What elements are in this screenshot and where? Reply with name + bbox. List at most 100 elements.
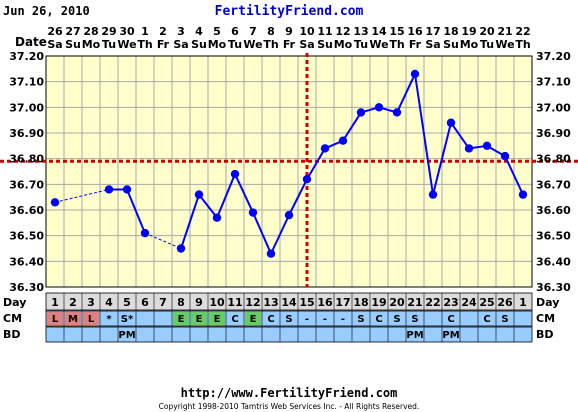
- y-tick-label-right: 36.90: [536, 127, 571, 140]
- weekday-label: Tu: [102, 38, 116, 51]
- weekday-label: Fr: [283, 38, 296, 51]
- cm-row-background: [45, 310, 533, 327]
- day-cell-value: 24: [461, 296, 477, 309]
- weekday-label: We: [243, 38, 262, 51]
- temperature-line: [198, 193, 218, 219]
- temperature-point: [428, 190, 438, 199]
- weekday-label: Su: [317, 38, 333, 51]
- temperature-point: [302, 175, 312, 184]
- temperature-line-gap: [54, 188, 110, 203]
- temperature-line: [216, 173, 236, 219]
- temperature-line: [270, 214, 290, 255]
- date-row-label-left: Date: [15, 35, 47, 49]
- date-label: 1: [141, 25, 149, 38]
- cm-cell-highlight: [65, 312, 81, 325]
- date-label: 16: [407, 25, 423, 38]
- y-tick-label-right: 36.40: [536, 255, 571, 268]
- date-label: 11: [317, 25, 332, 38]
- date-label: 17: [425, 25, 440, 38]
- temperature-line: [432, 122, 452, 195]
- weekday-label: Mo: [208, 38, 227, 51]
- y-tick-label-left: 36.70: [9, 178, 44, 191]
- date-label: 26: [47, 25, 63, 38]
- cm-cell-highlight: [173, 312, 189, 325]
- day-cell-value: 17: [335, 296, 350, 309]
- date-label: 28: [83, 25, 98, 38]
- date-label: 5: [213, 25, 221, 38]
- day-cell-value: 7: [159, 296, 167, 309]
- temperature-point: [338, 136, 348, 145]
- day-cell-value: 26: [497, 296, 513, 309]
- y-tick-label-right: 37.00: [536, 101, 571, 114]
- y-tick-label-right: 37.20: [536, 50, 571, 63]
- cm-cell-highlight: [209, 312, 225, 325]
- y-tick-label-left: 36.60: [9, 204, 44, 217]
- temperature-point: [50, 198, 60, 207]
- date-label: 10: [299, 25, 315, 38]
- weekday-label: Su: [443, 38, 459, 51]
- y-tick-label-left: 37.10: [9, 76, 44, 89]
- weekday-label: Mo: [460, 38, 479, 51]
- bd-cell-value: PM: [118, 330, 135, 341]
- temperature-point: [410, 69, 420, 79]
- day-cell-value: 4: [105, 296, 113, 309]
- y-tick-label-right: 36.80: [536, 153, 571, 166]
- temperature-point: [464, 144, 474, 153]
- day-cell-value: 20: [389, 296, 405, 309]
- temperature-line: [180, 194, 200, 249]
- day-cell-value: 23: [443, 296, 458, 309]
- chart-date: Jun 26, 2010: [3, 4, 90, 18]
- weekday-label: Tu: [480, 38, 494, 51]
- weekday-label: Tu: [228, 38, 242, 51]
- weekday-label: Th: [263, 38, 278, 51]
- day-cell-value: 10: [209, 296, 225, 309]
- day-cell-value: 9: [195, 296, 203, 309]
- temperature-point: [320, 144, 330, 153]
- date-label: 8: [267, 25, 275, 38]
- date-header: 26Sa27Su28Mo29Tu30We1Th2Fr3Sa4Su5Mo6Tu7W…: [47, 25, 530, 51]
- date-label: 12: [335, 25, 350, 38]
- temperature-line: [414, 73, 434, 195]
- cm-cell-value: -: [305, 314, 309, 325]
- temperature-point: [284, 210, 294, 220]
- footer-url: http://www.FertilityFriend.com: [181, 386, 398, 400]
- weekday-label: Th: [515, 38, 530, 51]
- cm-cell-highlight: [191, 312, 207, 325]
- site-title: FertilityFriend.com: [215, 4, 364, 19]
- date-label: 3: [177, 25, 185, 38]
- day-cell-value: 13: [263, 296, 278, 309]
- y-tick-label-right: 37.10: [536, 76, 571, 89]
- date-label: 29: [101, 25, 116, 38]
- temperature-point: [212, 213, 222, 222]
- date-label: 4: [195, 25, 203, 38]
- temperature-line: [306, 147, 326, 180]
- day-cell-value: 19: [371, 296, 386, 309]
- cm-cell-value: C: [267, 314, 274, 325]
- footer-copyright: Copyright 1998-2010 Tamtris Web Services…: [159, 402, 420, 411]
- weekday-label: Sa: [173, 38, 188, 51]
- date-label: 15: [389, 25, 404, 38]
- temperature-line: [396, 73, 416, 113]
- weekday-label: We: [117, 38, 136, 51]
- y-tick-label-right: 36.30: [536, 281, 571, 294]
- date-label: 30: [119, 25, 135, 38]
- day-cell-value: 11: [227, 296, 242, 309]
- y-tick-label-left: 36.90: [9, 127, 44, 140]
- temperature-point: [230, 169, 240, 179]
- day-cell-value: 12: [245, 296, 260, 309]
- weekday-label: Fr: [409, 38, 422, 51]
- day-row-label-right: Day: [536, 296, 559, 309]
- cm-cell-value: E: [178, 314, 185, 325]
- y-tick-label-left: 37.00: [9, 101, 44, 114]
- day-cell-value: 5: [123, 296, 131, 309]
- temperature-point: [518, 190, 528, 199]
- weekday-label: Sa: [425, 38, 440, 51]
- temperature-line: [126, 189, 146, 234]
- temperature-point: [500, 151, 510, 161]
- day-cell-value: 16: [317, 296, 333, 309]
- y-tick-label-left: 36.50: [9, 230, 44, 243]
- cm-cell-highlight: [245, 312, 261, 325]
- cm-cell-value: S: [501, 314, 508, 325]
- day-row-label-left: Day: [3, 296, 26, 309]
